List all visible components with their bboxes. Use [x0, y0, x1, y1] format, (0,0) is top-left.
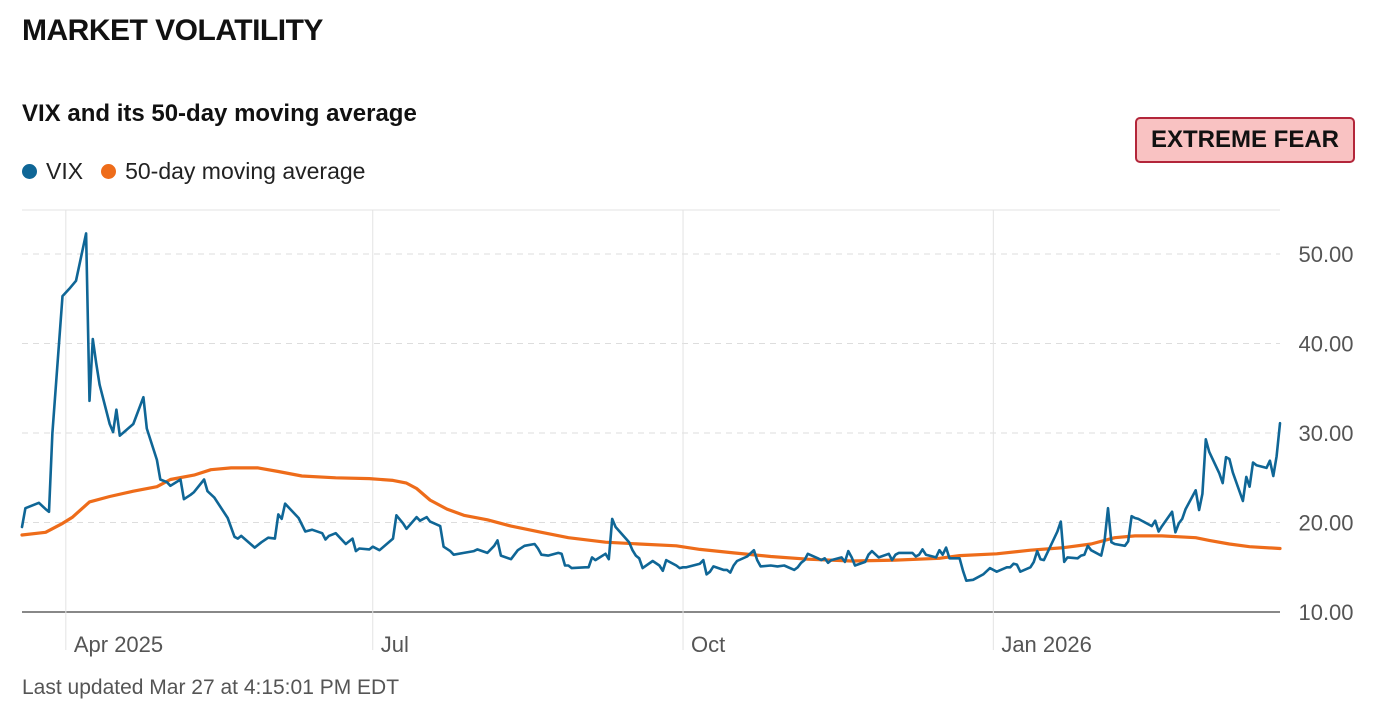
y-tick-label: 20.00	[1298, 511, 1353, 536]
moving-average-line	[20, 466, 1282, 563]
legend-item-vix[interactable]: VIX	[22, 158, 83, 185]
x-tick-label: Jul	[381, 632, 409, 657]
chart-title: VIX and its 50-day moving average	[22, 100, 417, 127]
legend-item-moving-average[interactable]: 50-day moving average	[101, 158, 365, 185]
chart-axis-labels: 10.00 20.00 30.00 40.00 50.00 Apr 2025 Jul Oct J…	[74, 242, 1354, 657]
y-tick-label: 40.00	[1298, 332, 1353, 357]
chart-legend: VIX 50-day moving average	[22, 158, 383, 185]
legend-label-moving-average: 50-day moving average	[125, 158, 366, 184]
legend-dot-vix	[22, 164, 37, 179]
sentiment-badge: EXTREME FEAR	[1134, 117, 1355, 163]
y-tick-label: 10.00	[1298, 600, 1353, 625]
last-updated-text: Last updated Mar 27 at 4:15:01 PM EDT	[22, 676, 400, 699]
x-tick-label: Apr 2025	[74, 632, 163, 657]
y-tick-label: 30.00	[1298, 421, 1353, 446]
chart-grid	[22, 209, 1280, 650]
x-tick-label: Oct	[691, 632, 725, 657]
legend-label-vix: VIX	[46, 158, 84, 184]
legend-dot-moving-average	[101, 164, 117, 179]
y-tick-label: 50.00	[1298, 242, 1353, 267]
page-title: MARKET VOLATILITY	[22, 14, 323, 47]
x-tick-label: Jan 2026	[1001, 632, 1092, 657]
vix-line	[20, 232, 1282, 582]
chart-lines	[20, 232, 1282, 582]
